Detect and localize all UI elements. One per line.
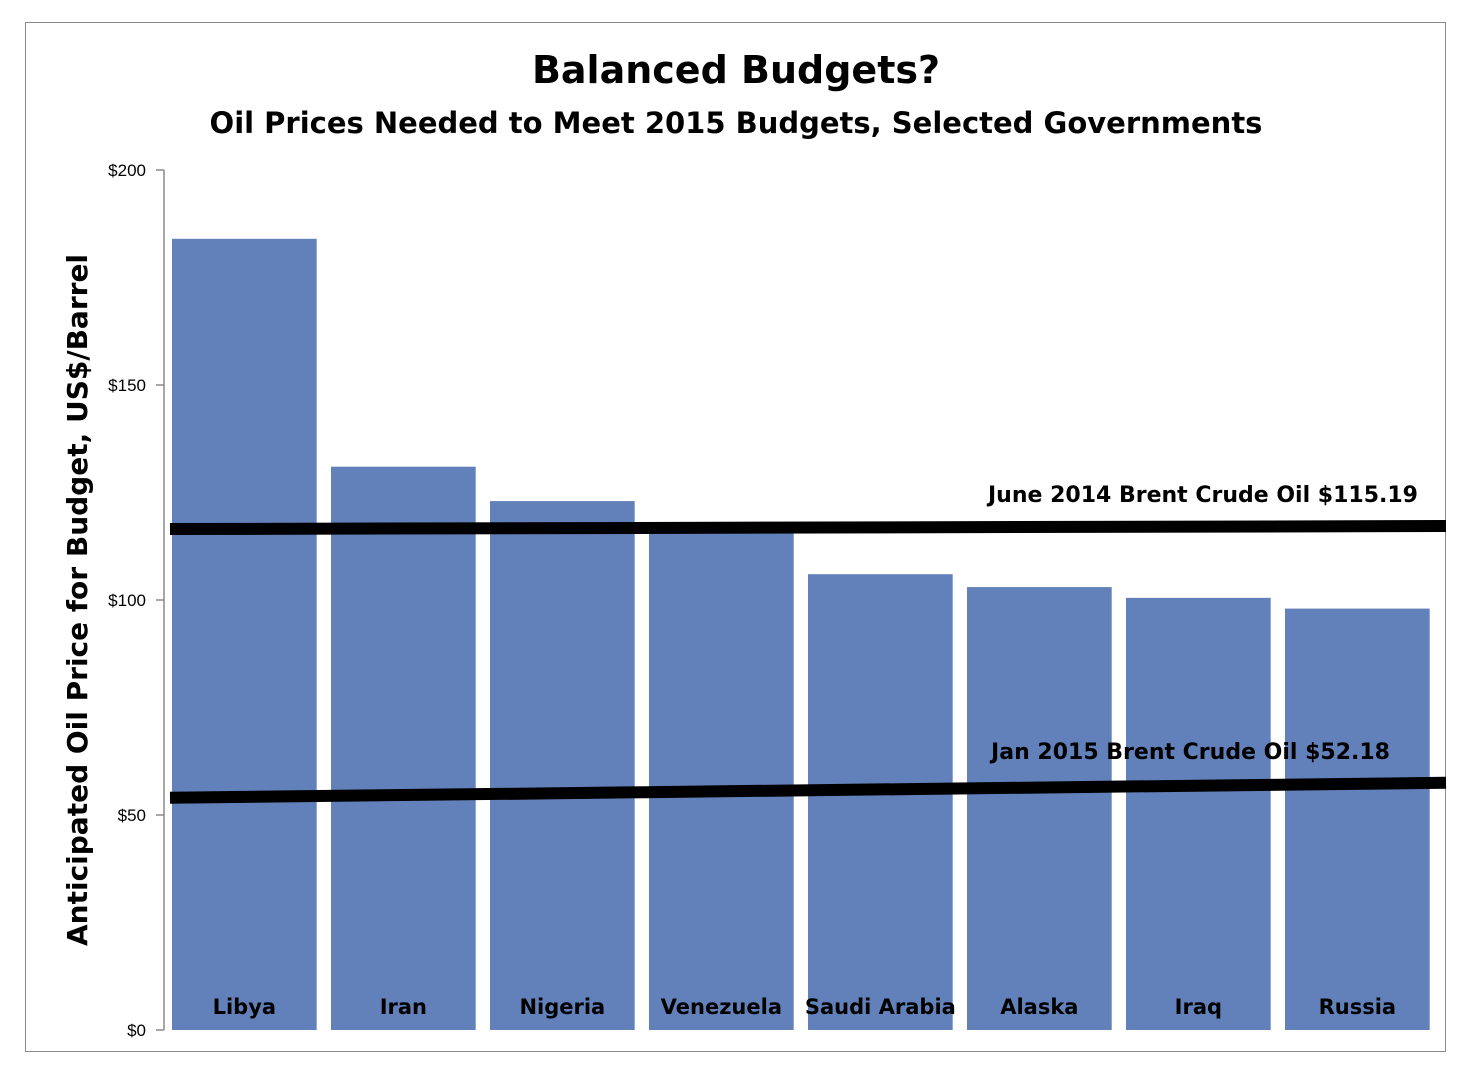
bar-iraq [1126, 597, 1271, 1030]
y-tick-label-4: $200 [108, 161, 146, 180]
reference-line-label-0: June 2014 Brent Crude Oil $115.19 [986, 483, 1418, 508]
bar-nigeria [490, 501, 635, 1031]
category-label-nigeria: Nigeria [519, 995, 605, 1019]
chart-subtitle: Oil Prices Needed to Meet 2015 Budgets, … [210, 106, 1263, 140]
bar-russia [1285, 608, 1430, 1030]
bar-libya [172, 238, 317, 1031]
category-label-alaska: Alaska [1000, 995, 1078, 1019]
y-tick-label-2: $100 [108, 591, 146, 610]
category-label-saudi-arabia: Saudi Arabia [805, 995, 956, 1019]
y-axis-label: Anticipated Oil Price for Budget, US$/Ba… [61, 254, 94, 946]
y-tick-label-1: $50 [118, 806, 146, 825]
y-tick-label-0: $0 [127, 1021, 146, 1040]
reference-line-1 [169, 776, 1447, 804]
bars-group [172, 238, 1430, 1031]
bar-alaska [967, 587, 1112, 1030]
category-label-libya: Libya [213, 995, 276, 1019]
bar-iran [331, 466, 476, 1030]
category-label-venezuela: Venezuela [661, 995, 782, 1019]
chart-title: Balanced Budgets? [532, 48, 940, 92]
y-axis-ticks: $0 $50 $100 $150 $200 [108, 161, 164, 1040]
bar-venezuela [649, 526, 794, 1030]
reference-line-label-1: Jan 2015 Brent Crude Oil $52.18 [989, 740, 1390, 765]
category-label-iran: Iran [380, 995, 427, 1019]
category-labels: Libya Iran Nigeria Venezuela Saudi Arabia Ala… [213, 995, 1396, 1019]
category-label-iraq: Iraq [1175, 995, 1222, 1019]
reference-lines: June 2014 Brent Crude Oil $115.19 Jan 201… [169, 483, 1447, 804]
category-label-russia: Russia [1319, 995, 1397, 1019]
y-tick-label-3: $150 [108, 376, 146, 395]
reference-line-0 [169, 520, 1447, 536]
bar-saudi-arabia [808, 574, 953, 1030]
